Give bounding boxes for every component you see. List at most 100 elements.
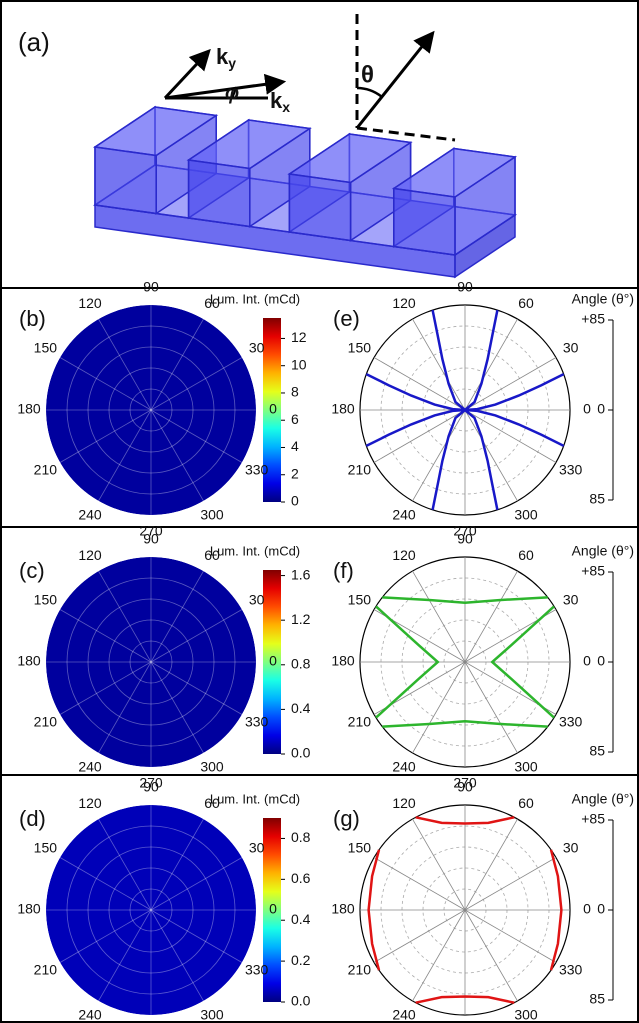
angle-label: 0 [269, 901, 277, 917]
angle-label: 60 [518, 795, 534, 811]
angle-label: 300 [200, 1006, 224, 1022]
axis-tick-label: 85 [589, 743, 605, 759]
angle-label: 60 [518, 547, 534, 563]
angle-label: 30 [563, 840, 579, 856]
angle-label: 210 [348, 462, 372, 478]
angle-label: 0 [269, 401, 277, 417]
angle-label: 300 [200, 758, 224, 774]
angle-label: 210 [348, 962, 372, 978]
angle-label: 180 [331, 653, 355, 669]
colorbar-title: Lum. Int. (mCd) [210, 543, 300, 558]
colorbar-title: Lum. Int. (mCd) [210, 791, 300, 806]
axis-tick-label: 85 [589, 491, 605, 507]
angle-label: 180 [17, 901, 41, 917]
angle-label: 330 [245, 462, 269, 478]
colorbar-tick-label: 4 [291, 438, 299, 454]
angle-label: 0 [583, 653, 591, 669]
angle-label: 30 [563, 340, 579, 356]
angle-label: 60 [204, 295, 220, 311]
panel-label: (e) [333, 306, 360, 331]
angle-label: 0 [583, 401, 591, 417]
colorbar-title: Lum. Int. (mCd) [210, 291, 300, 306]
angle-label: 60 [204, 795, 220, 811]
angle-label: 120 [392, 547, 416, 563]
face [95, 147, 156, 214]
colorbar-tick-label: 8 [291, 384, 299, 400]
angle-label: 330 [245, 714, 269, 730]
axis-title: Angle (θ°) [572, 791, 634, 807]
angle-label: 90 [457, 279, 473, 295]
face [189, 160, 250, 227]
angle-label: 150 [34, 592, 58, 608]
figure: (a) ky kx φ θ (b)024681012Lum. Int. (mCd… [0, 0, 639, 1023]
angle-label: 90 [143, 531, 159, 547]
axis-tick-label: +85 [581, 563, 605, 579]
ky-label: ky [216, 44, 236, 71]
kx-label: kx [270, 88, 290, 115]
angle-label: 150 [34, 840, 58, 856]
angle-label: 60 [518, 295, 534, 311]
angle-label: 180 [331, 401, 355, 417]
angle-label: 180 [17, 653, 41, 669]
colorbar-tick-label: 6 [291, 411, 299, 427]
panel-label: (b) [19, 306, 46, 331]
angle-label: 240 [392, 506, 416, 522]
angle-label: 120 [78, 295, 102, 311]
axis-tick-label: 0 [597, 653, 605, 669]
angle-label: 300 [514, 1006, 538, 1022]
colorbar-tick-label: 1.2 [291, 611, 311, 627]
colorbar-tick-label: 0 [291, 493, 299, 509]
theta-label: θ [361, 61, 374, 88]
angle-label: 210 [34, 962, 58, 978]
angle-label: 30 [249, 340, 265, 356]
axis-title: Angle (θ°) [572, 291, 634, 307]
panel-label: (g) [333, 806, 360, 831]
angle-label: 330 [559, 462, 583, 478]
colorbar-tick-label: 1.6 [291, 566, 311, 582]
angle-label: 120 [78, 795, 102, 811]
angle-label: 180 [331, 901, 355, 917]
panel-label: (c) [19, 558, 45, 583]
angle-label: 120 [392, 295, 416, 311]
panel-label: (d) [19, 806, 46, 831]
angle-label: 60 [204, 547, 220, 563]
angle-label: 330 [559, 714, 583, 730]
axis-tick-label: 85 [589, 991, 605, 1007]
angle-label: 30 [249, 840, 265, 856]
angle-label: 210 [348, 714, 372, 730]
angle-label: 90 [143, 779, 159, 795]
angle-label: 0 [583, 901, 591, 917]
angle-label: 180 [17, 401, 41, 417]
axis-tick-label: 0 [597, 901, 605, 917]
face [289, 174, 350, 241]
colorbar-tick-label: 0.2 [291, 952, 311, 968]
angle-label: 30 [249, 592, 265, 608]
colorbar-tick-label: 0.0 [291, 993, 311, 1009]
colorbar-tick-label: 0.4 [291, 911, 311, 927]
angle-label: 120 [392, 795, 416, 811]
diagram [95, 107, 515, 277]
angle-label: 300 [514, 758, 538, 774]
angle-label: 150 [34, 340, 58, 356]
angle-label: 120 [78, 547, 102, 563]
angle-label: 300 [514, 506, 538, 522]
angle-label: 150 [348, 340, 372, 356]
colorbar-tick-label: 0.4 [291, 700, 311, 716]
angle-label: 240 [78, 506, 102, 522]
angle-label: 240 [392, 758, 416, 774]
colorbar-tick-label: 0.0 [291, 745, 311, 761]
angle-label: 90 [143, 279, 159, 295]
angle-label: 330 [559, 962, 583, 978]
angle-label: 240 [392, 1006, 416, 1022]
angle-label: 210 [34, 714, 58, 730]
angle-label: 150 [348, 840, 372, 856]
angle-label: 90 [457, 779, 473, 795]
angle-label: 90 [457, 531, 473, 547]
colorbar-tick-label: 12 [291, 329, 307, 345]
angle-label: 300 [200, 506, 224, 522]
phi-label: φ [225, 82, 239, 104]
angle-label: 240 [78, 1006, 102, 1022]
angle-label: 330 [245, 962, 269, 978]
face [394, 189, 455, 256]
axis-tick-label: +85 [581, 311, 605, 327]
